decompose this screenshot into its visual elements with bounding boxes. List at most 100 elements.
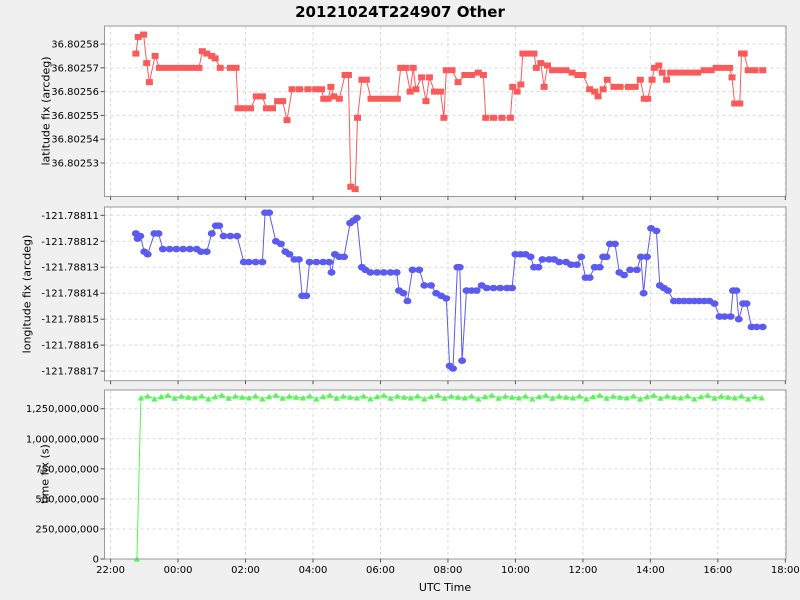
data-marker [262,105,270,112]
data-marker [502,393,509,399]
data-marker [226,232,235,240]
data-marker [132,50,140,57]
data-marker [184,394,192,400]
y-tick-label: 36.80253 [51,158,99,169]
y-tick-label: 0 [93,555,99,566]
data-marker [164,392,172,398]
data-marker [319,258,328,266]
data-marker [176,64,184,71]
x-tick-label: 16:00 [703,565,732,576]
x-tick-label: 14:00 [636,565,665,576]
data-marker [549,395,556,401]
plot-frame [104,389,787,560]
data-marker [710,300,719,307]
data-marker [519,50,527,57]
data-marker [742,300,751,307]
data-marker [454,79,462,86]
data-marker [327,269,336,276]
data-marker [172,245,181,253]
data-marker [636,253,645,261]
data-marker [373,269,382,276]
data-marker [506,114,514,121]
data-marker [319,393,327,400]
data-marker [226,64,234,71]
data-marker [526,253,535,261]
data-marker [530,50,538,57]
data-marker [324,95,332,102]
y-tick-label: 36.80254 [51,135,99,146]
data-marker [412,86,420,93]
data-marker [636,76,644,83]
data-marker [373,393,381,400]
data-marker [347,183,355,190]
data-marker [306,393,313,399]
data-marker [657,395,664,401]
data-marker [650,64,658,71]
data-marker [449,365,458,372]
data-marker [189,64,197,71]
data-marker [140,31,148,38]
data-marker [387,95,395,102]
y-tick-label: -121.78812 [41,237,99,248]
data-marker [534,263,543,271]
data-marker [179,245,188,253]
data-marker [574,71,582,78]
data-marker [421,395,428,402]
data-marker [650,392,657,398]
data-marker [397,64,405,71]
data-marker [700,67,708,74]
data-marker [468,393,475,399]
data-marker [169,64,177,71]
series-line-time [136,394,762,560]
data-marker [312,258,321,266]
data-marker [400,394,408,400]
data-marker [218,392,226,398]
data-marker [549,67,557,74]
data-marker [728,74,736,81]
data-marker [367,95,375,102]
data-marker [327,83,335,90]
y-tick-label: 1,250,000,000 [26,404,99,415]
data-marker [252,393,259,399]
data-marker [726,313,735,320]
data-marker [738,393,745,399]
data-marker [458,357,467,365]
data-marker [354,114,362,121]
data-marker [498,114,506,121]
data-marker [258,258,267,266]
data-marker [744,67,752,74]
data-marker [198,393,205,399]
y-tick-label: -121.78814 [41,289,99,300]
data-marker [556,393,563,399]
data-marker [673,69,681,76]
x-axis-label: UTC Time [418,581,472,594]
data-marker [529,395,536,402]
data-marker [637,395,644,402]
data-marker [658,69,666,76]
data-marker [244,258,253,266]
data-marker [374,95,382,102]
data-marker [196,248,205,255]
data-marker [704,392,711,398]
data-marker [299,394,307,401]
data-marker [358,76,366,83]
data-marker [406,88,414,95]
data-marker [620,271,629,279]
data-marker [711,395,718,401]
data-marker [555,67,563,74]
data-marker [482,284,491,292]
data-marker [479,71,487,78]
data-marker [489,284,498,292]
data-marker [567,261,576,268]
data-marker [680,69,688,76]
data-marker [191,394,199,401]
data-marker [448,67,456,74]
data-marker [677,394,684,401]
data-marker [631,83,639,90]
data-marker [630,393,637,399]
data-marker [720,313,729,320]
data-marker [644,95,652,102]
data-marker [320,95,328,102]
data-marker [292,394,300,400]
